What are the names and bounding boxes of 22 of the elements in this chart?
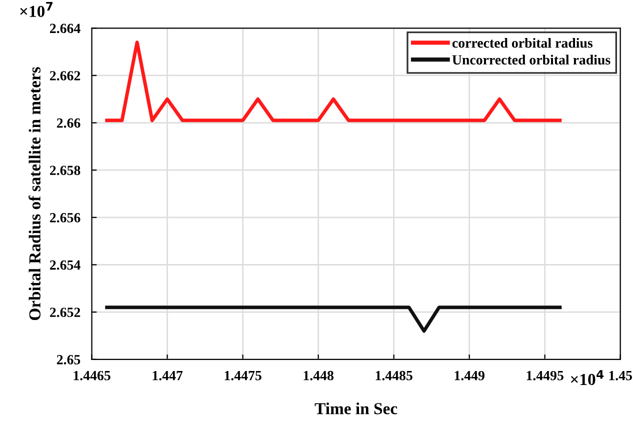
y-tick-label: 2.662 <box>50 71 80 80</box>
y-tick-label: 2.656 <box>50 213 80 222</box>
x-tick-label: 1.4485 <box>376 370 412 380</box>
y-tick-label: 2.664 <box>50 24 80 34</box>
x-tick-label: 1.448 <box>304 370 334 380</box>
x-tick-label: 1.45 <box>609 370 632 380</box>
legend-label: Uncorrected orbital radius <box>452 54 610 65</box>
y-tick-label: 2.65 <box>56 355 80 364</box>
x-tick-label: 1.4495 <box>526 370 564 380</box>
y-tick-label: 2.654 <box>50 260 80 270</box>
x-tick-label: 1.447 <box>152 370 183 380</box>
y-tick-label: 2.658 <box>50 166 80 176</box>
y-tick-label: 2.652 <box>50 308 80 318</box>
legend-label: corrected orbital radius <box>452 38 593 48</box>
text: ×10$^{7}$ <box>20 2 53 18</box>
y-axis-title: Orbital Radius of satellite in meters <box>28 67 41 320</box>
x-axis-title: Time in Sec <box>314 402 398 414</box>
x-tick-label: 1.4475 <box>224 370 262 380</box>
text: ×10$^{4}$ <box>570 370 604 386</box>
x-tick-label: 1.449 <box>454 370 484 380</box>
y-tick-label: 2.66 <box>56 118 80 128</box>
x-tick-label: 1.4465 <box>74 370 110 380</box>
